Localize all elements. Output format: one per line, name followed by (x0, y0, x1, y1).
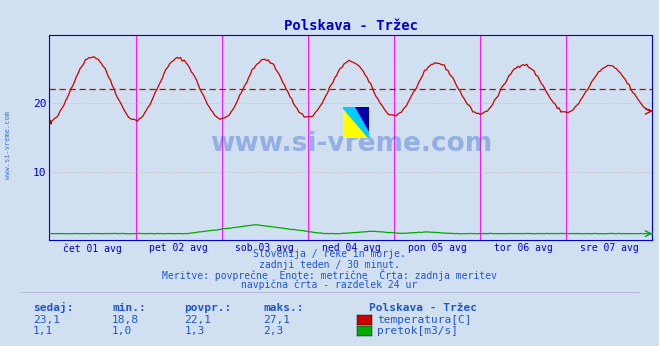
Text: www.si-vreme.com: www.si-vreme.com (210, 131, 492, 157)
Text: temperatura[C]: temperatura[C] (377, 315, 471, 325)
Text: maks.:: maks.: (264, 303, 304, 313)
Text: 18,8: 18,8 (112, 315, 139, 325)
Text: Polskava - Tržec: Polskava - Tržec (369, 303, 477, 313)
Text: 2,3: 2,3 (264, 327, 284, 336)
Polygon shape (343, 107, 369, 138)
Text: Meritve: povprečne  Enote: metrične  Črta: zadnja meritev: Meritve: povprečne Enote: metrične Črta:… (162, 269, 497, 281)
Text: 1,1: 1,1 (33, 327, 53, 336)
Text: zadnji teden / 30 minut.: zadnji teden / 30 minut. (259, 260, 400, 270)
Text: 27,1: 27,1 (264, 315, 291, 325)
Text: 23,1: 23,1 (33, 315, 60, 325)
Text: sedaj:: sedaj: (33, 302, 73, 313)
Polygon shape (356, 107, 369, 131)
Polygon shape (343, 107, 369, 138)
Text: 1,0: 1,0 (112, 327, 132, 336)
Title: Polskava - Tržec: Polskava - Tržec (284, 19, 418, 34)
Text: www.si-vreme.com: www.si-vreme.com (5, 111, 11, 179)
Text: povpr.:: povpr.: (185, 303, 232, 313)
Text: pretok[m3/s]: pretok[m3/s] (377, 327, 458, 336)
Text: 22,1: 22,1 (185, 315, 212, 325)
Text: Slovenija / reke in morje.: Slovenija / reke in morje. (253, 249, 406, 259)
Text: navpična črta - razdelek 24 ur: navpična črta - razdelek 24 ur (241, 279, 418, 290)
Text: min.:: min.: (112, 303, 146, 313)
Text: 1,3: 1,3 (185, 327, 205, 336)
